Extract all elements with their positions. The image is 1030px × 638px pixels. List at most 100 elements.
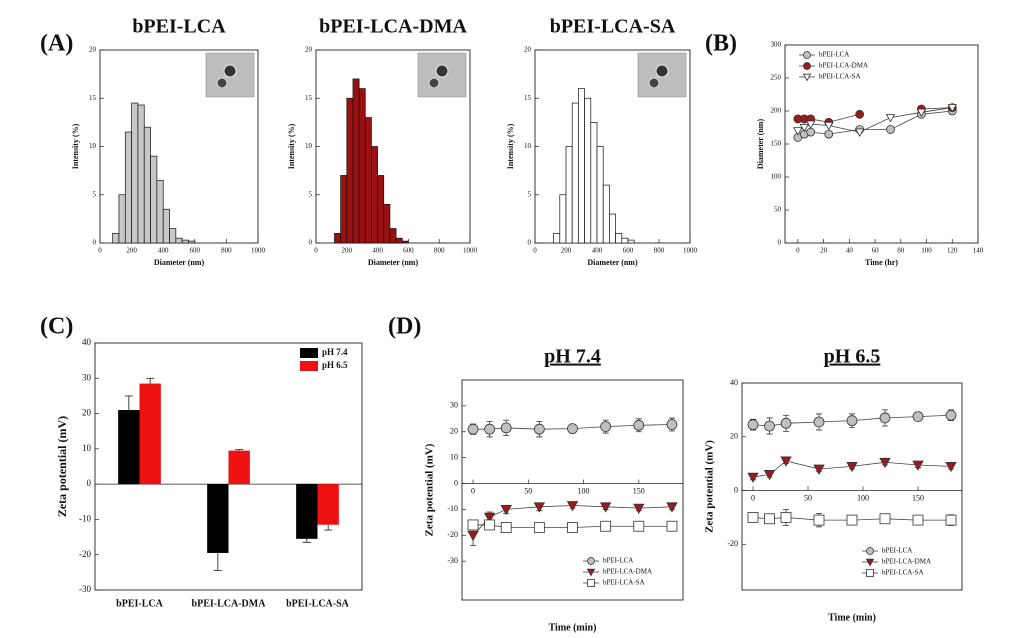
data-point bbox=[467, 423, 479, 435]
panel-label: (B) bbox=[705, 31, 737, 57]
y-tick-label: -20 bbox=[727, 539, 738, 548]
data-point bbox=[484, 423, 496, 435]
y-tick-label: 20 bbox=[450, 427, 458, 436]
x-tick-label: bPEI-LCA bbox=[116, 598, 163, 609]
data-point bbox=[945, 514, 957, 526]
histogram-bar bbox=[150, 155, 158, 244]
error-bar bbox=[302, 538, 311, 543]
y-tick-label: 250 bbox=[771, 74, 782, 82]
data-point bbox=[500, 522, 512, 533]
x-tick-label: 0 bbox=[533, 247, 537, 255]
y-tick-label: 5 bbox=[528, 190, 532, 198]
legend-marker bbox=[803, 51, 811, 59]
x-tick-label: 150 bbox=[633, 486, 645, 495]
x-tick-label: 50 bbox=[804, 493, 812, 502]
y-tick-label: 15 bbox=[524, 94, 532, 102]
data-point bbox=[912, 411, 924, 423]
x-tick-label: 50 bbox=[524, 486, 532, 495]
chart-title: bPEI-LCA bbox=[132, 16, 226, 38]
y-axis-label: Intensity (%) bbox=[506, 123, 515, 169]
x-tick-label: 400 bbox=[372, 247, 383, 255]
legend-label: bPEI-LCA-SA bbox=[882, 569, 924, 577]
data-point bbox=[846, 415, 858, 427]
error-bar bbox=[124, 395, 133, 411]
y-tick-label: 10 bbox=[450, 452, 458, 461]
histogram-bar bbox=[137, 104, 145, 244]
data-point bbox=[567, 522, 578, 533]
data-point bbox=[566, 501, 579, 512]
y-tick-label: -10 bbox=[79, 513, 91, 523]
data-point bbox=[484, 519, 496, 531]
data-point bbox=[806, 127, 816, 137]
y-tick-label: -20 bbox=[447, 530, 458, 539]
histogram-bar bbox=[118, 194, 126, 244]
histogram-bar bbox=[175, 237, 183, 244]
histogram-bar bbox=[352, 78, 360, 244]
data-point bbox=[567, 423, 578, 435]
chart-title: bPEI-LCA-DMA bbox=[319, 16, 467, 38]
y-tick-label: 5 bbox=[93, 190, 97, 198]
x-tick-label: 0 bbox=[751, 493, 755, 502]
data-point bbox=[633, 419, 645, 431]
x-axis-label: Time (min) bbox=[549, 622, 597, 633]
y-axis-label: Intensity (%) bbox=[71, 123, 80, 169]
data-point bbox=[846, 514, 858, 526]
data-point bbox=[912, 514, 924, 526]
x-tick-label: 1000 bbox=[683, 247, 698, 255]
histogram-bar bbox=[571, 102, 579, 244]
tem-particle bbox=[428, 77, 440, 89]
x-axis-label: Time (min) bbox=[828, 612, 876, 623]
legend-label: bPEI-LCA-SA bbox=[819, 73, 861, 81]
y-tick-label: 5 bbox=[309, 190, 313, 198]
legend-label: pH 6.5 bbox=[322, 360, 348, 370]
x-tick-label: 600 bbox=[623, 247, 634, 255]
y-tick-label: 50 bbox=[774, 206, 782, 214]
x-tick-label: 40 bbox=[846, 247, 854, 255]
data-point bbox=[799, 123, 809, 133]
histogram-bar bbox=[334, 233, 341, 244]
histogram-bar bbox=[377, 175, 385, 244]
data-point bbox=[747, 512, 759, 523]
y-tick-label: 20 bbox=[82, 408, 92, 418]
tem-particle bbox=[216, 77, 228, 89]
histogram-bar bbox=[364, 117, 372, 244]
bar bbox=[118, 410, 140, 485]
data-point bbox=[599, 502, 612, 513]
histogram-bar bbox=[602, 184, 610, 244]
bar bbox=[139, 383, 161, 485]
legend-swatch bbox=[300, 348, 318, 358]
y-tick-label: 300 bbox=[771, 41, 782, 49]
legend-marker bbox=[865, 558, 875, 567]
data-point bbox=[467, 530, 479, 542]
error-bar bbox=[324, 524, 333, 531]
y-tick-label: 40 bbox=[730, 378, 738, 387]
tem-particle bbox=[435, 64, 449, 78]
y-tick-label: 20 bbox=[305, 46, 313, 54]
panel-label: (D) bbox=[388, 314, 421, 340]
data-point bbox=[666, 520, 678, 532]
data-point bbox=[813, 514, 825, 526]
y-axis-label: Intensity (%) bbox=[287, 123, 296, 169]
data-point bbox=[824, 121, 834, 131]
data-point bbox=[533, 522, 545, 533]
x-tick-label: 1000 bbox=[463, 247, 478, 255]
data-point bbox=[533, 423, 545, 435]
data-point bbox=[633, 520, 645, 532]
x-tick-label: 0 bbox=[98, 247, 102, 255]
histogram-bar bbox=[162, 208, 170, 244]
y-tick-label: 10 bbox=[89, 142, 97, 150]
data-point bbox=[916, 108, 927, 118]
x-tick-label: 0 bbox=[314, 247, 318, 255]
axes-frame bbox=[94, 342, 363, 591]
histogram-bar bbox=[621, 237, 629, 244]
x-tick-label: 20 bbox=[820, 247, 828, 255]
x-tick-label: 100 bbox=[921, 247, 932, 255]
data-point bbox=[600, 421, 612, 432]
data-point bbox=[912, 460, 924, 471]
histogram-bar bbox=[358, 88, 366, 244]
data-point bbox=[886, 125, 895, 134]
data-point bbox=[806, 120, 816, 130]
y-tick-label: 30 bbox=[450, 401, 458, 410]
y-tick-label: 0 bbox=[87, 478, 92, 488]
